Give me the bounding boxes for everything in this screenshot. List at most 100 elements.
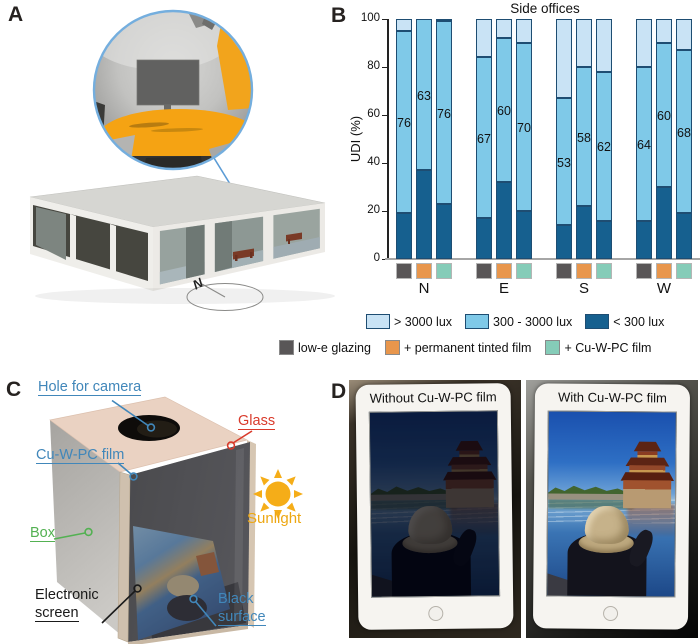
group-label-S: S: [578, 280, 589, 297]
legend-item: + Cu-W-PC film: [545, 340, 651, 355]
legend-label: > 3000 lux: [394, 314, 453, 329]
group-label-E: E: [498, 280, 509, 297]
y-tick-mark: [382, 18, 387, 20]
panel-c-label: C: [6, 378, 22, 401]
y-tick-mark: [382, 66, 387, 68]
segment->-3000-lux: [656, 19, 672, 43]
home-button-icon: [427, 605, 443, 622]
segment->-3000-lux: [636, 19, 652, 67]
x-axis-baseline: [385, 258, 700, 260]
group-label-N: N: [418, 280, 430, 297]
segment-<-300-lux: [596, 220, 612, 259]
y-tick-mark: [382, 162, 387, 164]
y-tick-mark: [382, 258, 387, 260]
legend-label: + permanent tinted film: [403, 340, 532, 355]
bar-S-1: 53: [556, 19, 572, 259]
segment->-3000-lux: [496, 19, 512, 39]
segment-<-300-lux: [656, 187, 672, 259]
fisheye-office-view: [92, 9, 254, 171]
bar-S-2: 58: [576, 19, 592, 259]
segment-<-300-lux: [476, 218, 492, 259]
segment->-3000-lux: [516, 19, 532, 43]
orange-wall: [217, 24, 252, 110]
tablet-screen-left: [368, 410, 501, 598]
glazing-swatch: [636, 263, 652, 279]
segment-<-300-lux: [676, 213, 692, 259]
segment-300---3000-lux: [516, 43, 532, 211]
bar-value-label: 60: [497, 104, 511, 119]
bar-value-label: 64: [637, 137, 651, 152]
glazing-swatch: [396, 263, 412, 279]
segment-300---3000-lux: [396, 31, 412, 214]
hole-for-camera-label: Hole for camera: [38, 379, 142, 396]
bar-E-3: 70: [516, 19, 532, 259]
building-model-illustration: N: [29, 157, 335, 311]
segment-300---3000-lux: [476, 57, 492, 219]
bar-value-label: 76: [397, 116, 411, 131]
bar-value-label: 67: [477, 131, 491, 146]
y-tick-label: 20: [367, 204, 380, 216]
bar-value-label: 63: [417, 88, 431, 103]
bar-value-label: 68: [677, 125, 691, 140]
segment-<-300-lux: [556, 225, 572, 259]
panel-b-label: B: [331, 4, 347, 27]
photo-without-film: Without Cu-W-PC film: [349, 380, 521, 638]
scene-with-film: [547, 411, 676, 597]
cu-w-pc-film-label: Cu-W-PC film: [36, 447, 125, 464]
segment->-3000-lux: [556, 19, 572, 99]
segment-300---3000-lux: [596, 71, 612, 221]
bar-N-2: 63: [416, 19, 432, 259]
segment-300---3000-lux: [436, 21, 452, 204]
udi-chart-plot: 76 63 76 N 67 60 70 E 53 58 62 S 64 60 68 W: [385, 19, 700, 319]
bar-value-label: 62: [597, 140, 611, 155]
home-button-icon: [602, 605, 618, 622]
segment->-3000-lux: [476, 19, 492, 58]
leader-lines: [53, 399, 253, 627]
person-with-hat: [567, 505, 657, 597]
y-tick-label: 0: [373, 252, 380, 264]
legend-item: 300 - 3000 lux: [465, 314, 572, 329]
sunlight-label: Sunlight: [247, 510, 302, 527]
orange-desk: [99, 109, 252, 163]
box-left-face: [50, 420, 127, 640]
segment->-3000-lux: [676, 19, 692, 51]
segment-<-300-lux: [416, 170, 432, 259]
legend-label: low-e glazing: [298, 340, 371, 355]
photo-left-title: Without Cu-W-PC film: [369, 389, 497, 406]
segment-<-300-lux: [516, 211, 532, 259]
glazing-swatch: [576, 263, 592, 279]
legend-swatch: [366, 314, 390, 329]
y-tick-label: 80: [367, 60, 380, 72]
legend-swatch: [545, 340, 561, 355]
bar-N-3: 76: [436, 19, 452, 259]
glazing-swatch: [676, 263, 692, 279]
y-axis-line: [387, 19, 389, 260]
legend-glazing-row: low-e glazing + permanent tinted film + Cu…: [279, 340, 651, 355]
y-tick-label: 60: [367, 108, 380, 120]
legend-label: + Cu-W-PC film: [564, 340, 652, 355]
glazing-swatch: [436, 263, 452, 279]
electronic-screen-label: Electronic screen: [35, 587, 99, 622]
glazing-swatch: [416, 263, 432, 279]
compass-icon: N: [186, 275, 264, 311]
glazing-swatch: [556, 263, 572, 279]
segment-300---3000-lux: [496, 38, 512, 183]
segment->-3000-lux: [396, 19, 412, 31]
y-tick-label: 40: [367, 156, 380, 168]
bar-value-label: 76: [437, 106, 451, 121]
legend-item: + permanent tinted film: [384, 340, 532, 355]
monitor: [136, 59, 200, 106]
legend-label: 300 - 3000 lux: [493, 314, 573, 329]
segment-<-300-lux: [396, 213, 412, 259]
y-tick-mark: [382, 210, 387, 212]
film-strip: [117, 471, 131, 643]
bar-value-label: 53: [557, 155, 571, 170]
group-label-W: W: [656, 280, 672, 297]
panel-d-label: D: [331, 380, 347, 403]
segment-<-300-lux: [436, 203, 452, 259]
legend-item: low-e glazing: [279, 340, 371, 355]
segment->-3000-lux: [596, 19, 612, 72]
legend-swatch: [465, 314, 490, 329]
segment->-3000-lux: [436, 19, 452, 22]
legend-lux-row: > 3000 lux 300 - 3000 lux < 300 lux: [366, 314, 664, 329]
